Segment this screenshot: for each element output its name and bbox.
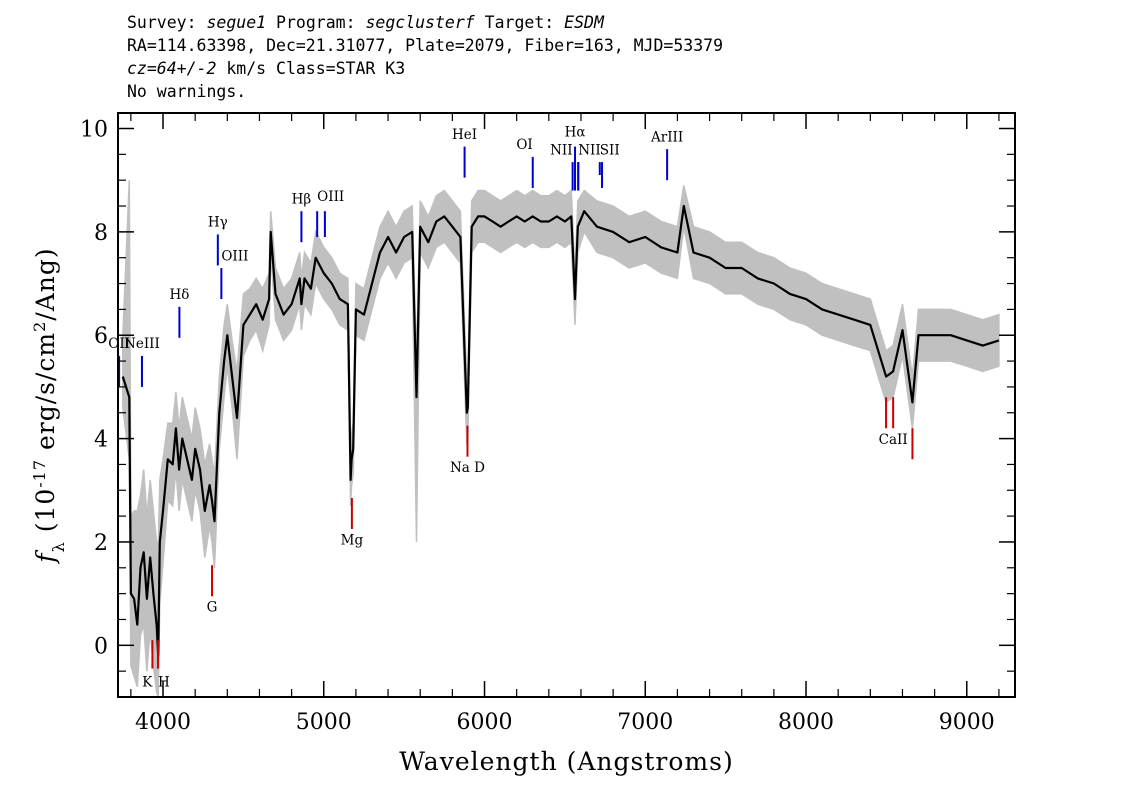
redshift-value: cz=64+/-2	[127, 59, 217, 78]
x-tick-label: 9000	[939, 710, 995, 735]
x-tick-label: 8000	[778, 710, 834, 735]
absorption-line-label-1: H	[158, 675, 170, 691]
spectrum-header: Survey: segue1 Program: segclusterf Targ…	[127, 11, 723, 103]
y-tick-label: 6	[94, 324, 108, 349]
plot-frame	[117, 112, 1016, 698]
emission-line-label-9: OI	[516, 137, 532, 153]
survey-label: Survey:	[127, 13, 197, 32]
y-axis-title-a: (10	[31, 488, 60, 542]
emission-line-label-13: NII	[578, 142, 600, 158]
absorption-line-label-3: Mg	[341, 533, 364, 549]
y-axis-title: fλ (10-17 erg/s/cm2/Ang)	[30, 247, 68, 564]
program-value: segclusterf	[365, 13, 475, 32]
error-band	[122, 180, 1000, 698]
emission-line-label-16: ArIII	[650, 129, 683, 145]
emission-line-label-2: Hδ	[169, 287, 189, 303]
y-axis-title-sub: λ	[49, 541, 68, 552]
x-tick-label: 4000	[135, 710, 191, 735]
y-axis-title-b: erg/s/cm	[31, 332, 60, 459]
y-tick-label: 10	[80, 118, 108, 143]
coordinates-line: RA=114.63398, Dec=21.31077, Plate=2079, …	[127, 36, 724, 55]
y-tick-label: 8	[94, 221, 108, 246]
x-tick-label: 7000	[617, 710, 673, 735]
axis-ticks: 4000 5000 6000 7000 8000 9000 0 2 4 6 8 10	[80, 113, 1015, 735]
y-axis-title-c: /Ang)	[31, 247, 60, 320]
target-value: ESDM	[564, 13, 604, 32]
y-axis-title-exp2: 2	[30, 321, 49, 332]
emission-line-label-4: OIII	[221, 248, 248, 264]
x-tick-label: 6000	[457, 710, 513, 735]
y-tick-label: 4	[94, 428, 108, 453]
y-tick-label: 0	[94, 634, 108, 659]
x-axis-title: Wavelength (Angstroms)	[399, 747, 733, 776]
emission-line-label-3: Hγ	[208, 215, 228, 231]
emission-line-label-1: NeIII	[124, 336, 160, 352]
redshift-line: cz=64+/-2 km/s Class=STAR K3	[127, 57, 723, 80]
emission-line-label-14: SII	[600, 142, 620, 158]
program-label: Program:	[276, 13, 356, 32]
survey-value: segue1	[206, 13, 267, 32]
flux-series	[121, 204, 1000, 657]
x-tick-label: 5000	[296, 710, 352, 735]
flux-line	[121, 204, 1000, 657]
survey-line: Survey: segue1 Program: segclusterf Targ…	[127, 11, 723, 34]
emission-line-label-11: Hα	[565, 124, 586, 140]
class-value: km/s Class=STAR K3	[216, 59, 406, 78]
emission-line-label-0: OII	[108, 336, 130, 352]
emission-line-label-10: NII	[550, 142, 572, 158]
error-band-area	[122, 180, 1000, 698]
y-tick-label: 2	[94, 531, 108, 556]
y-axis-title-exp: -17	[30, 459, 49, 488]
absorption-line-label-6: CaII	[879, 432, 908, 448]
y-axis-title-f: f	[31, 550, 60, 565]
emission-line-label-5: Hβ	[292, 191, 312, 207]
absorption-line-label-4: Na D	[450, 460, 485, 476]
emission-line-label-8: HeI	[452, 127, 477, 143]
emission-line-label-6: OIII	[317, 189, 344, 205]
absorption-line-label-0: K	[142, 675, 153, 691]
target-label: Target:	[484, 13, 555, 32]
warnings-line: No warnings.	[127, 82, 247, 101]
absorption-line-label-2: G	[207, 600, 218, 616]
